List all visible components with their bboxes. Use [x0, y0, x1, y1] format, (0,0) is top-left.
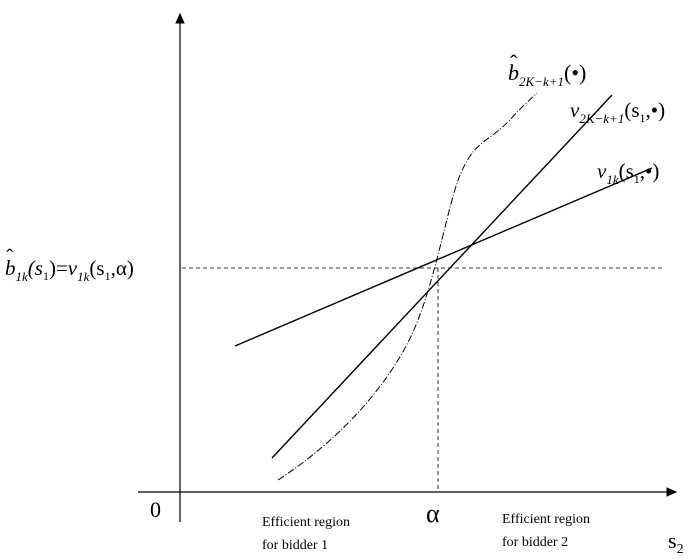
svg-text:Efficient region: Efficient region — [502, 512, 590, 527]
v1k-line — [234, 167, 653, 347]
bidder2-region-caption: Efficient region for bidder 2 — [502, 512, 590, 550]
origin-label: 0 — [150, 497, 161, 522]
x-axis-label: s2 — [668, 528, 684, 557]
bidder1-region-caption: Efficient region for bidder 1 — [262, 515, 350, 553]
alpha-label: α — [426, 499, 440, 528]
svg-text:b2K−k+1(•): b2K−k+1(•) — [508, 60, 586, 89]
svg-text:ˆ: ˆ — [6, 244, 14, 269]
svg-text:for bidder 1: for bidder 1 — [262, 538, 328, 553]
svg-text:for bidder 2: for bidder 2 — [502, 535, 568, 550]
y-value-label: ˆ b1k(s1)=v1k(s1,α) — [5, 244, 134, 284]
svg-text:ˆ: ˆ — [510, 50, 518, 75]
b-hat-curve-label: ˆ b2K−k+1(•) — [508, 50, 586, 89]
v1k-line-label: v1k(s1,•) — [597, 159, 659, 187]
v2k-line-label: v2K−k+1(s1,•) — [570, 98, 665, 126]
b-hat-curve — [277, 92, 538, 481]
v2k-line — [271, 94, 613, 459]
svg-text:b1k(s1)=v1k(s1,α): b1k(s1)=v1k(s1,α) — [5, 256, 134, 284]
svg-text:Efficient region: Efficient region — [262, 515, 350, 530]
